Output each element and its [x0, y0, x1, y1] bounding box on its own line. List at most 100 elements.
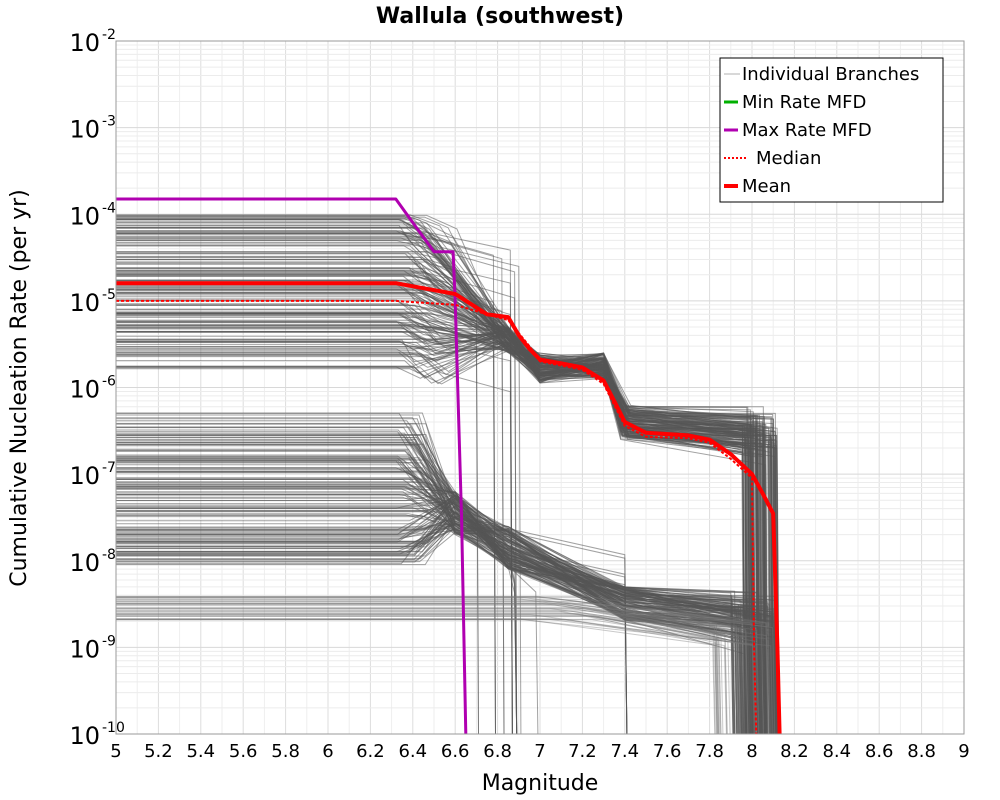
branch-line — [116, 595, 769, 735]
series-lines — [116, 197, 782, 735]
x-tick-label: 5 — [110, 741, 121, 762]
x-tick-label: 6 — [322, 741, 333, 762]
branch-line — [116, 618, 727, 735]
x-tick-label: 7 — [534, 741, 545, 762]
y-tick-label: 10 — [69, 722, 100, 750]
branch-line — [116, 618, 718, 735]
series-line-2 — [116, 299, 758, 735]
x-tick-label: 6.6 — [441, 741, 470, 762]
branch-line — [116, 329, 766, 735]
x-tick-label: 7.8 — [695, 741, 724, 762]
branch-line — [116, 459, 766, 735]
branch-line — [116, 414, 518, 735]
branch-line — [116, 423, 628, 735]
branch-line — [116, 468, 754, 735]
branch-line — [116, 340, 778, 735]
branch-line — [116, 609, 770, 735]
branch-line — [116, 328, 774, 735]
series-line-0 — [116, 197, 468, 735]
x-tick-label: 9 — [958, 741, 969, 762]
x-tick-label: 8.2 — [780, 741, 809, 762]
branch-line — [116, 597, 764, 735]
branch-line — [116, 619, 756, 735]
branch-line — [116, 603, 735, 735]
branch-line — [116, 331, 513, 735]
x-tick-label: 8.8 — [907, 741, 936, 762]
branch-line — [116, 303, 496, 735]
branch-line — [116, 618, 716, 735]
y-tick-exponent: -4 — [102, 200, 116, 216]
legend-label: Individual Branches — [742, 64, 919, 85]
branch-line — [116, 619, 774, 735]
branch-line — [116, 607, 721, 735]
y-axis-label: Cumulative Nucleation Rate (per yr) — [7, 189, 32, 587]
branch-line — [116, 614, 719, 735]
y-tick-label: 10 — [69, 635, 100, 663]
branch-line — [116, 610, 749, 735]
branch-line — [116, 615, 738, 735]
branch-line — [116, 618, 756, 735]
branch-line — [116, 602, 724, 735]
branch-line — [116, 514, 774, 735]
branch-line — [116, 607, 722, 735]
y-tick-exponent: -2 — [102, 27, 116, 43]
branch-line — [116, 231, 777, 735]
branch-line — [116, 340, 776, 735]
x-tick-labels: 5 5.2 5.4 5.6 5.8 6 6.2 6.4 6.6 6.8 7 7.2 7.4 7.6 7.8 8… — [110, 741, 969, 762]
legend: Individual Branches Min Rate MFD Max Rate … — [719, 57, 944, 203]
branch-line — [116, 597, 720, 735]
x-tick-label: 7.6 — [653, 741, 682, 762]
branch-line — [116, 426, 539, 735]
legend-label: Median — [756, 148, 821, 169]
branch-line — [116, 613, 728, 735]
x-tick-label: 5.8 — [271, 741, 300, 762]
branch-line — [116, 494, 769, 735]
branch-line — [116, 607, 740, 735]
branch-line — [116, 239, 766, 735]
y-tick-exponent: -10 — [102, 720, 125, 736]
branch-line — [116, 523, 762, 735]
branch-line — [116, 479, 777, 735]
branch-line — [116, 610, 720, 735]
branch-line — [116, 261, 518, 735]
y-tick-exponent: -3 — [102, 114, 116, 130]
branch-line — [116, 599, 739, 735]
x-tick-label: 5.2 — [144, 741, 173, 762]
branch-line — [116, 441, 759, 735]
branch-line — [116, 331, 766, 735]
branch-line — [116, 275, 759, 735]
branch-line — [116, 596, 746, 735]
branch-line — [116, 488, 736, 735]
branch-line — [116, 610, 719, 735]
x-axis-label: Magnitude — [482, 771, 599, 796]
y-tick-label: 10 — [69, 376, 100, 404]
chart-title: Wallula (southwest) — [376, 4, 624, 29]
branch-line — [116, 614, 757, 735]
x-tick-label: 8.4 — [822, 741, 851, 762]
branch-line — [116, 601, 739, 735]
x-tick-label: 6.8 — [483, 741, 512, 762]
y-tick-label: 10 — [69, 549, 100, 577]
y-tick-exponent: -9 — [102, 633, 116, 649]
branch-line — [116, 600, 771, 735]
y-tick-label: 10 — [69, 29, 100, 57]
branch-line — [116, 519, 749, 735]
y-tick-label: 10 — [69, 202, 100, 230]
legend-label: Min Rate MFD — [742, 92, 866, 113]
branch-line — [116, 615, 731, 735]
legend-label: Max Rate MFD — [742, 120, 872, 141]
branch-line — [116, 471, 773, 735]
x-tick-label: 7.4 — [610, 741, 639, 762]
branch-line — [116, 597, 755, 735]
branch-line — [116, 339, 748, 735]
x-tick-label: 5.6 — [229, 741, 258, 762]
branch-line — [116, 604, 749, 735]
branch-line — [116, 596, 769, 735]
branch-line — [116, 603, 760, 735]
y-tick-exponent: -8 — [102, 547, 116, 563]
y-tick-exponent: -7 — [102, 460, 116, 476]
branch-line — [116, 604, 716, 735]
x-tick-label: 5.4 — [186, 741, 215, 762]
